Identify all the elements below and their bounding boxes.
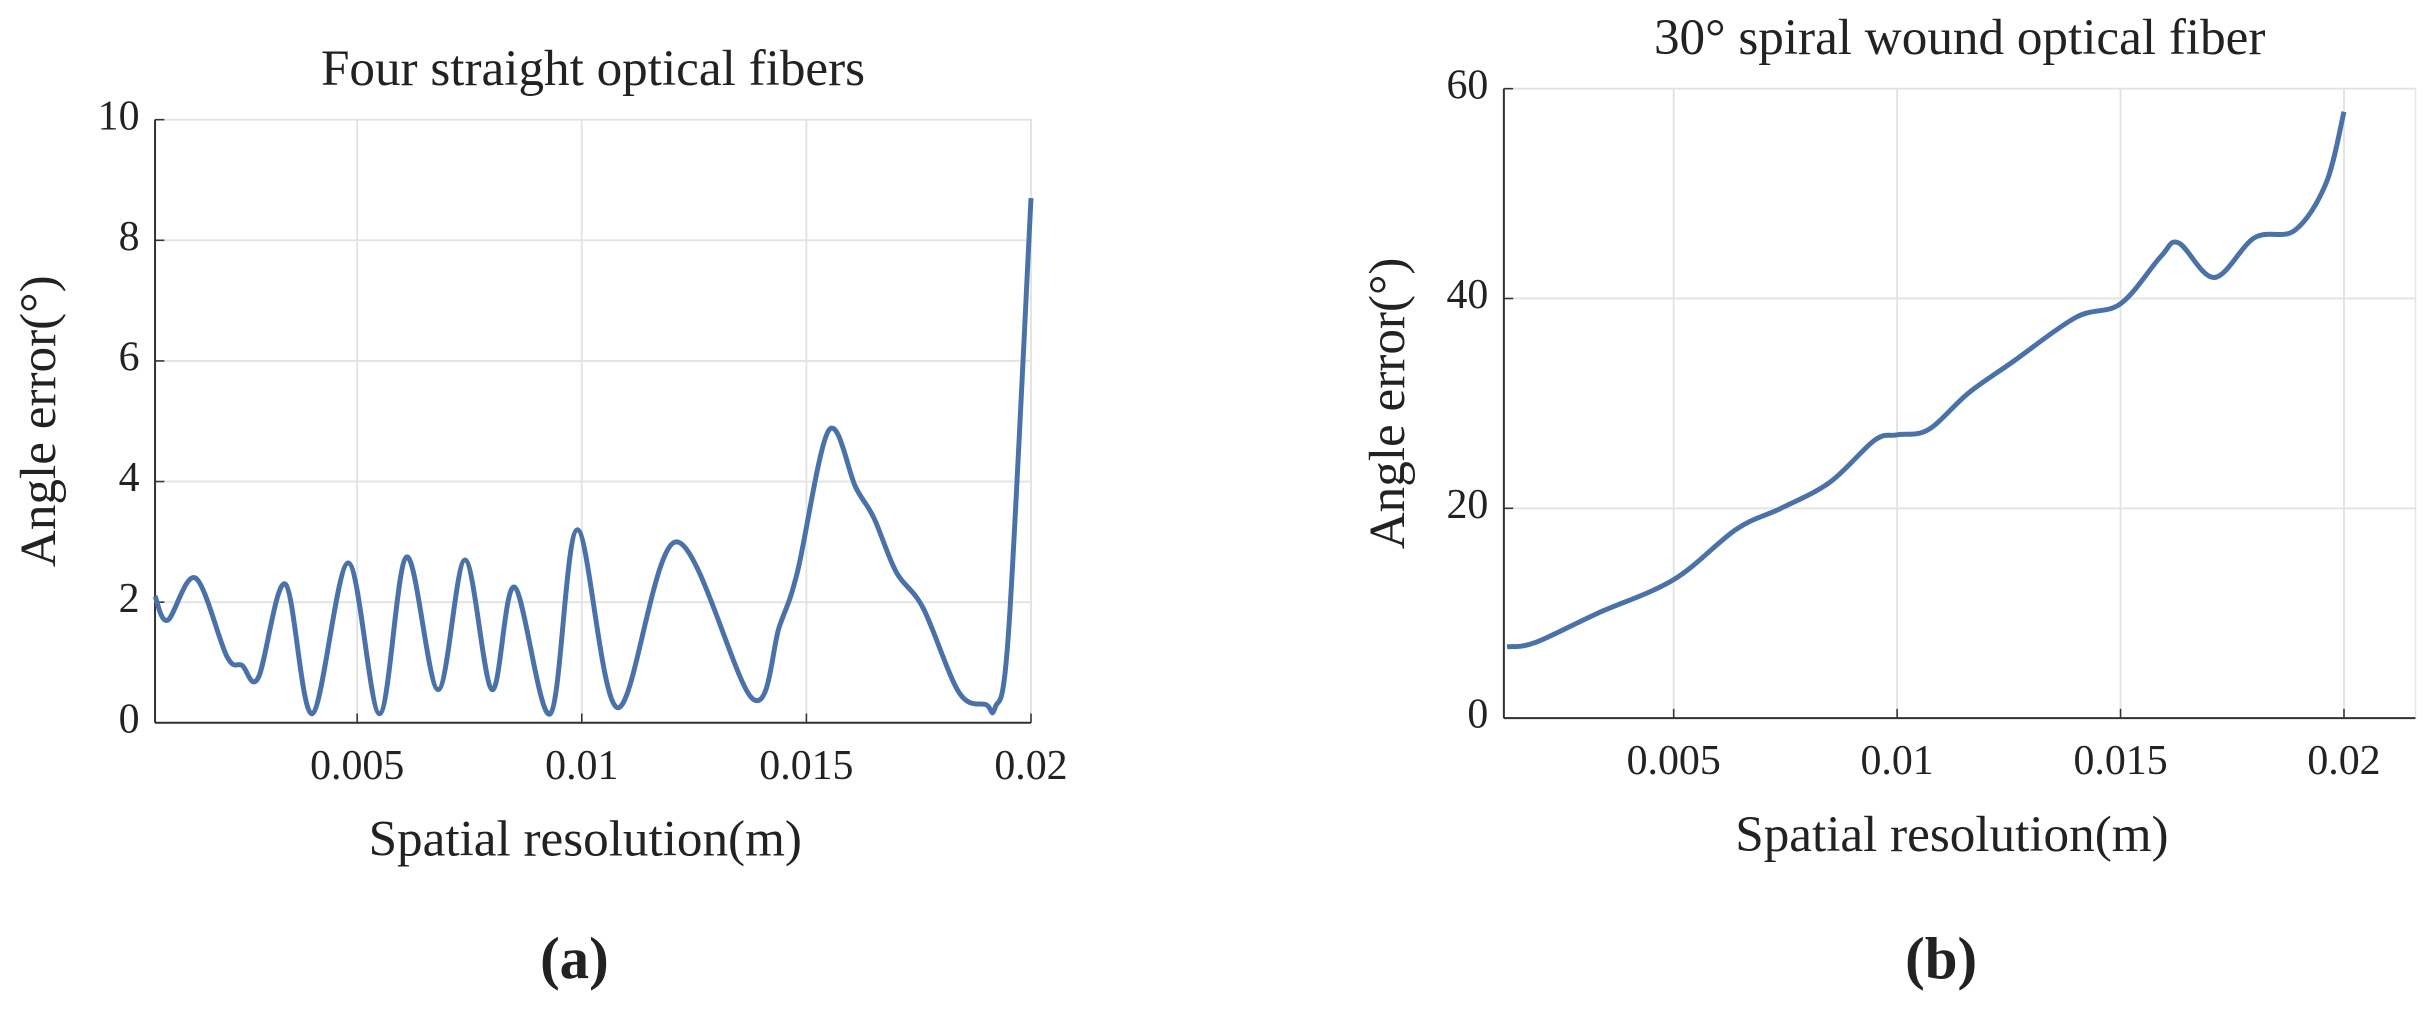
- y-tick-label: 0: [119, 696, 140, 742]
- panel-label: (b): [1905, 926, 1977, 991]
- x-tick-label: 0.02: [2307, 738, 2380, 784]
- y-tick-label: 0: [1467, 692, 1488, 738]
- x-axis-label: Spatial resolution(m): [1735, 806, 2168, 863]
- y-tick-label: 8: [119, 214, 140, 260]
- x-tick-label: 0.005: [1627, 738, 1721, 784]
- y-tick-label: 6: [119, 335, 140, 381]
- y-tick-label: 10: [98, 93, 140, 139]
- x-tick-label: 0.01: [1860, 738, 1933, 784]
- panel-label: (a): [540, 926, 609, 991]
- y-tick-label: 2: [119, 576, 140, 622]
- x-tick-label: 0.01: [545, 743, 618, 789]
- data-line: [1506, 111, 2347, 650]
- x-tick-label: 0.015: [759, 743, 853, 789]
- y-tick-label: 20: [1447, 482, 1489, 528]
- y-tick-label: 4: [119, 455, 140, 501]
- data-line: [152, 197, 1034, 717]
- x-tick-label: 0.015: [2073, 738, 2167, 784]
- y-tick-label: 40: [1447, 272, 1489, 318]
- y-axis-label: Angle error(°): [1359, 258, 1416, 550]
- chart-title: Four straight optical fibers: [321, 40, 865, 97]
- chart-title: 30° spiral wound optical fiber: [1654, 9, 2265, 66]
- x-tick-label: 0.02: [994, 743, 1067, 789]
- y-tick-label: 60: [1447, 62, 1489, 108]
- plot-area: [154, 118, 1032, 724]
- x-tick-label: 0.005: [310, 743, 404, 789]
- y-axis-label: Angle error(°): [10, 275, 67, 567]
- x-axis-label: Spatial resolution(m): [369, 810, 802, 867]
